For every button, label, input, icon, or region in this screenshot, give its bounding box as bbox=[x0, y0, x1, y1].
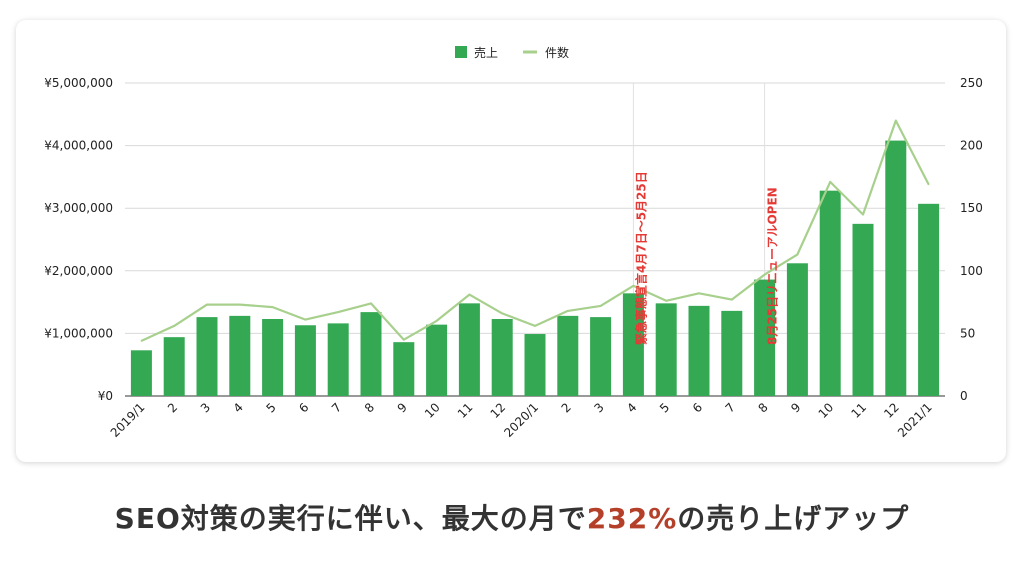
count-point bbox=[337, 311, 340, 313]
bar bbox=[655, 303, 677, 396]
caption-after: の売り上げアップ bbox=[677, 502, 910, 535]
y-right-tick-label: 50 bbox=[960, 326, 975, 340]
y-right-tick-label: 250 bbox=[960, 76, 983, 90]
caption-highlight: 232% bbox=[586, 502, 678, 535]
x-tick-label: 4 bbox=[624, 400, 639, 415]
count-point bbox=[796, 253, 799, 256]
x-tick-label: 8 bbox=[362, 400, 377, 415]
bar bbox=[491, 319, 513, 396]
x-tick-label: 9 bbox=[395, 400, 410, 415]
bar bbox=[294, 325, 316, 396]
y-right-tick-label: 200 bbox=[960, 139, 983, 153]
x-tick-label: 11 bbox=[848, 400, 869, 421]
count-point bbox=[403, 338, 405, 341]
count-point bbox=[862, 213, 864, 216]
bar bbox=[590, 317, 612, 396]
x-tick-label: 6 bbox=[690, 400, 705, 415]
x-tick-label: 2 bbox=[559, 400, 574, 415]
bar bbox=[163, 337, 185, 396]
count-point bbox=[271, 306, 274, 308]
x-tick-label: 4 bbox=[231, 400, 246, 415]
legend-label: 売上 bbox=[474, 45, 498, 60]
x-tick-label: 10 bbox=[422, 400, 443, 421]
caption: SEO対策の実行に伴い、最大の月で232%の売り上げアップ bbox=[0, 497, 1024, 537]
bar bbox=[327, 323, 349, 396]
x-tick-label: 6 bbox=[296, 400, 311, 415]
x-tick-label: 5 bbox=[263, 400, 278, 415]
x-tick-label: 2019/1 bbox=[108, 400, 148, 440]
x-tick-label: 2021/1 bbox=[895, 400, 935, 440]
count-line bbox=[140, 119, 930, 342]
x-tick-label: 7 bbox=[723, 400, 738, 415]
bar bbox=[557, 315, 579, 396]
bar bbox=[524, 334, 546, 396]
legend-bar-swatch bbox=[455, 46, 467, 58]
bar bbox=[819, 190, 841, 396]
bar bbox=[262, 319, 284, 396]
count-point bbox=[698, 292, 700, 295]
count-point bbox=[370, 302, 372, 305]
y-right-tick-label: 0 bbox=[960, 389, 968, 403]
count-point bbox=[173, 325, 175, 327]
y-left-tick-label: ¥2,000,000 bbox=[44, 264, 113, 278]
annotation-label: 8月25日リニューアルOPEN bbox=[766, 187, 780, 345]
count-point bbox=[534, 325, 536, 327]
bar bbox=[622, 293, 644, 396]
count-point bbox=[140, 340, 143, 342]
x-tick-label: 5 bbox=[657, 400, 672, 415]
count-point bbox=[731, 298, 733, 301]
y-right-tick-label: 100 bbox=[960, 264, 983, 278]
count-point bbox=[239, 303, 241, 306]
count-point bbox=[206, 303, 208, 306]
x-tick-label: 10 bbox=[816, 400, 837, 421]
bar bbox=[721, 310, 743, 396]
x-tick-label: 12 bbox=[488, 400, 509, 421]
x-tick-label: 2 bbox=[165, 400, 180, 415]
x-tick-label: 11 bbox=[455, 400, 476, 421]
y-right-tick-label: 150 bbox=[960, 201, 983, 215]
annotation-label: 緊急事態宣言4月7日～5月25日 bbox=[633, 171, 648, 345]
count-point bbox=[763, 273, 766, 276]
count-point bbox=[435, 320, 438, 322]
count-point bbox=[927, 183, 930, 186]
bar bbox=[852, 223, 874, 396]
y-left-tick-label: ¥3,000,000 bbox=[44, 201, 113, 215]
bar bbox=[426, 324, 448, 396]
x-tick-label: 12 bbox=[881, 400, 902, 421]
y-left-tick-label: ¥0 bbox=[98, 389, 113, 403]
bar bbox=[885, 140, 907, 396]
bar bbox=[196, 317, 218, 396]
y-left-tick-label: ¥4,000,000 bbox=[44, 139, 113, 153]
count-point bbox=[468, 293, 471, 296]
x-tick-label: 9 bbox=[788, 400, 803, 415]
bar bbox=[918, 203, 940, 396]
count-point bbox=[599, 305, 602, 307]
count-point bbox=[665, 300, 667, 302]
caption-before: SEO対策の実行に伴い、最大の月で bbox=[114, 502, 587, 535]
count-point bbox=[829, 181, 831, 183]
bar bbox=[754, 279, 776, 396]
bar bbox=[688, 305, 710, 396]
bar bbox=[360, 312, 382, 396]
x-tick-label: 8 bbox=[755, 400, 770, 415]
x-tick-label: 7 bbox=[329, 400, 344, 415]
x-tick-label: 2020/1 bbox=[501, 400, 541, 440]
bar bbox=[393, 342, 415, 396]
count-point bbox=[304, 318, 307, 321]
y-left-tick-label: ¥1,000,000 bbox=[44, 326, 113, 340]
bar bbox=[229, 315, 251, 396]
bar bbox=[130, 350, 152, 396]
bar bbox=[786, 263, 808, 396]
legend-label: 件数 bbox=[545, 45, 569, 60]
x-tick-label: 3 bbox=[591, 400, 606, 415]
y-left-tick-label: ¥5,000,000 bbox=[44, 76, 113, 90]
count-point bbox=[895, 119, 897, 122]
sales-chart: ¥0 ¥1,000,000 ¥2,000,000 ¥3,000,000 ¥4,000,0… bbox=[44, 45, 983, 440]
count-point bbox=[567, 310, 569, 312]
count-point bbox=[632, 285, 635, 287]
x-tick-label: 3 bbox=[198, 400, 213, 415]
count-point bbox=[501, 312, 504, 315]
bar bbox=[458, 303, 480, 396]
